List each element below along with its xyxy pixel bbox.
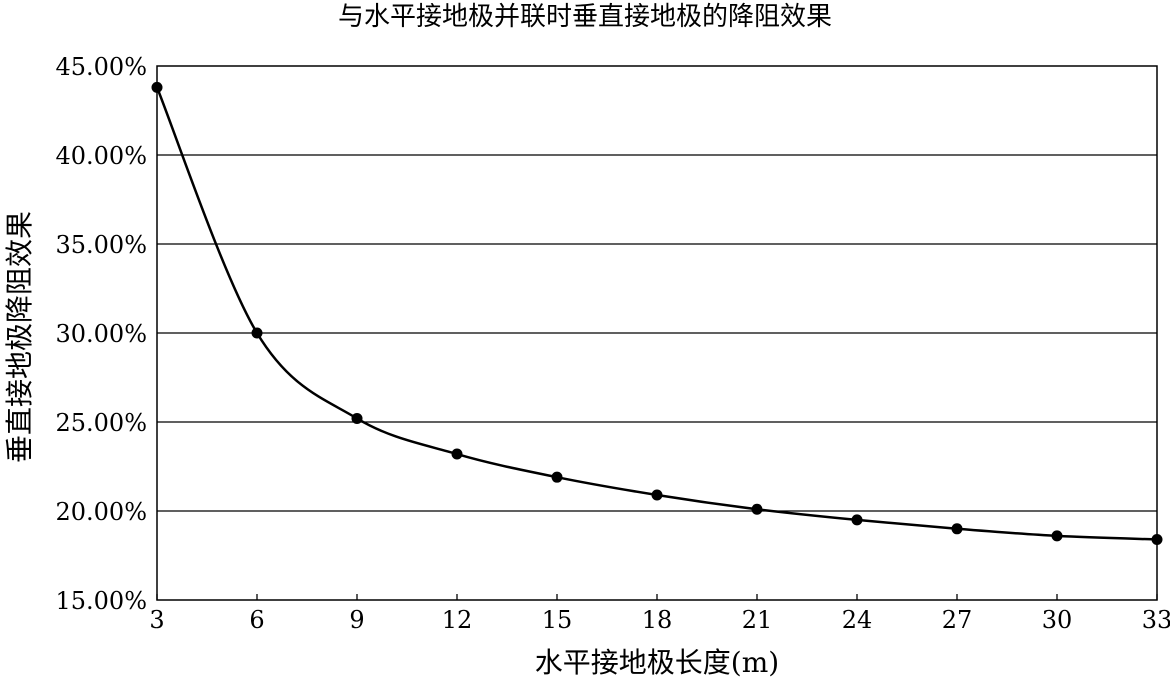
- x-tick-label: 33: [1142, 606, 1170, 634]
- series-line: [155, 86, 1158, 541]
- y-tick-label: 25.00%: [55, 409, 147, 437]
- y-tick-label: 35.00%: [55, 231, 147, 259]
- y-tick-label: 20.00%: [55, 498, 147, 526]
- x-axis-label: 水平接地极长度(m): [534, 646, 780, 679]
- data-point: [351, 412, 363, 424]
- y-tick-label: 45.00%: [55, 53, 147, 81]
- x-tick-label: 27: [942, 606, 973, 634]
- data-point: [151, 81, 163, 93]
- chart-title: 与水平接地极并联时垂直接地极的降阻效果: [337, 2, 832, 32]
- data-point: [451, 448, 463, 460]
- data-point: [1151, 533, 1163, 545]
- x-tick-label: 9: [349, 606, 364, 634]
- y-tick-label: 15.00%: [55, 587, 147, 615]
- data-point: [251, 327, 263, 339]
- y-axis-label: 垂直接地极降阻效果: [3, 210, 36, 464]
- x-tick-label: 21: [742, 606, 773, 634]
- data-point: [851, 514, 863, 526]
- x-tick-label: 3: [149, 606, 164, 634]
- x-axis: 3 6 9 12 15 18 21 24 27 30 33: [149, 594, 1170, 634]
- x-tick-label: 18: [642, 606, 673, 634]
- y-axis: 15.00% 20.00% 25.00% 30.00% 35.00% 40.00% 45.0…: [55, 53, 147, 615]
- data-point: [951, 523, 963, 535]
- y-tick-label: 40.00%: [55, 142, 147, 170]
- data-points: [151, 81, 1163, 545]
- y-tick-label: 30.00%: [55, 320, 147, 348]
- data-point: [651, 489, 663, 501]
- x-tick-label: 24: [842, 606, 873, 634]
- gridlines: [157, 154, 1157, 512]
- x-tick-label: 12: [442, 606, 473, 634]
- x-tick-label: 6: [249, 606, 264, 634]
- data-point: [551, 471, 563, 483]
- data-point: [1051, 530, 1063, 542]
- x-tick-label: 30: [1042, 606, 1073, 634]
- x-tick-label: 15: [542, 606, 573, 634]
- data-point: [751, 503, 763, 515]
